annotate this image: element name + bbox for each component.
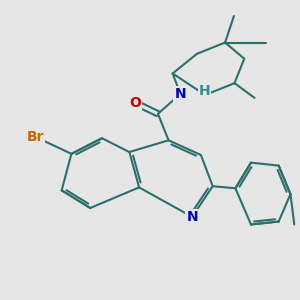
Text: O: O — [129, 96, 141, 110]
Text: H: H — [199, 84, 210, 98]
Text: N: N — [175, 87, 186, 101]
Text: N: N — [186, 210, 198, 224]
Text: Br: Br — [26, 130, 44, 144]
